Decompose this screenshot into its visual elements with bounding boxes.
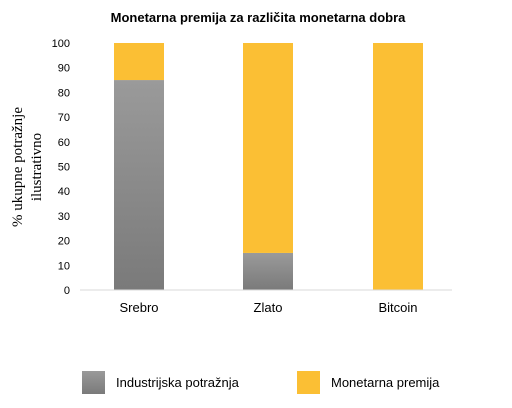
y-tick-label: 20 [58,236,70,248]
y-axis-label: % ukupne potražnje ilustrativno [10,107,45,227]
y-tick-label: 60 [58,137,70,149]
y-tick-label: 50 [58,162,70,174]
y-axis-label-line-1: % ukupne potražnje [10,107,26,227]
bar-segment [243,252,293,290]
x-tick-label: Srebro [119,300,158,315]
y-tick-label: 0 [64,285,70,297]
y-tick-label: 90 [58,63,70,75]
bar-segment [373,43,423,290]
plot-area [114,43,423,290]
legend-swatch [82,371,105,394]
x-tick-label: Bitcoin [378,300,417,315]
chart-title: Monetarna premija za različita monetarna… [111,10,407,25]
bar-segment [243,43,293,253]
legend-label: Monetarna premija [331,375,440,390]
legend: Industrijska potražnja Monetarna premija [82,371,440,394]
bar-segment [114,80,164,290]
legend-label: Industrijska potražnja [116,375,240,390]
bar-segment [114,43,164,81]
y-tick-label: 80 [58,87,70,99]
y-axis: 0 10 20 30 40 50 60 70 80 90 100 [52,38,70,297]
x-axis: Srebro Zlato Bitcoin [80,289,452,315]
y-axis-label-line-2: ilustrativno [29,133,45,201]
y-tick-label: 70 [58,112,70,124]
x-tick-label: Zlato [254,300,283,315]
y-tick-label: 40 [58,186,70,198]
y-tick-label: 100 [52,38,70,50]
y-tick-label: 10 [58,260,70,272]
y-tick-label: 30 [58,211,70,223]
legend-swatch [297,371,320,394]
